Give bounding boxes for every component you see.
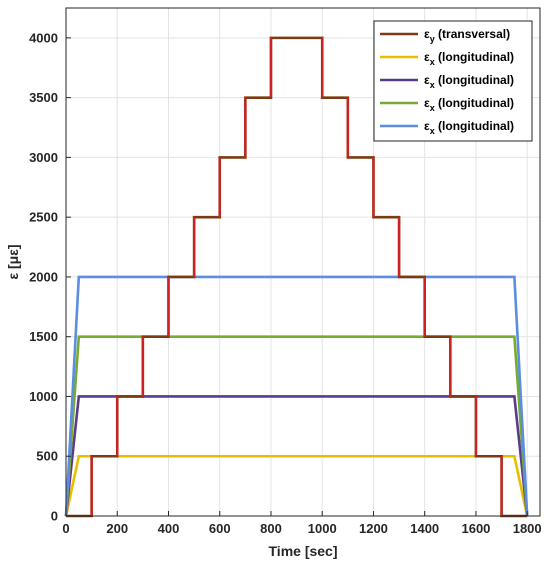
y-tick-label: 3000: [29, 150, 58, 165]
legend-entry: εx (longitudinal): [424, 50, 514, 67]
x-tick-label: 1600: [461, 521, 490, 536]
series-line-3: [64, 395, 529, 517]
x-tick-label: 1200: [359, 521, 388, 536]
legend-symbol: ε: [424, 96, 430, 110]
legend-subscript: x: [430, 103, 435, 113]
y-tick-label: 4000: [29, 30, 58, 45]
legend-subscript: x: [430, 80, 435, 90]
legend-label: (longitudinal): [435, 73, 514, 87]
legend-subscript: x: [430, 57, 435, 67]
y-axis-ticks: 0 500 1000 1500 2000 2500 3000 3500 4000: [29, 30, 71, 524]
x-axis-label: Time [sec]: [269, 543, 338, 559]
y-tick-label: 0: [51, 509, 58, 524]
legend: εy (transversal)εx (longitudinal)εx (lon…: [373, 20, 533, 142]
x-tick-label: 200: [106, 521, 128, 536]
series-line-2: [64, 454, 529, 517]
series-line-5: [64, 275, 529, 517]
y-tick-label: 1000: [29, 389, 58, 404]
y-axis-label: ε [με]: [5, 244, 21, 279]
legend-subscript: x: [430, 126, 435, 136]
legend-label: (longitudinal): [435, 96, 514, 110]
series-line-4: [64, 335, 529, 517]
y-tick-label: 3500: [29, 90, 58, 105]
y-tick-label: 500: [36, 449, 58, 464]
x-tick-label: 1800: [513, 521, 542, 536]
legend-subscript: y: [430, 34, 435, 44]
x-tick-label: 1400: [410, 521, 439, 536]
x-axis-ticks: 0 200 400 600 800 1000 1200 1400 1600 1800: [62, 511, 542, 536]
legend-symbol: ε: [424, 50, 430, 64]
legend-symbol: ε: [424, 73, 430, 87]
y-tick-label: 2500: [29, 210, 58, 225]
legend-label: (longitudinal): [435, 50, 514, 64]
x-tick-label: 800: [260, 521, 282, 536]
legend-label: (transversal): [435, 27, 510, 41]
y-tick-label: 1500: [29, 329, 58, 344]
legend-entry: εx (longitudinal): [424, 119, 514, 136]
x-tick-label: 400: [158, 521, 180, 536]
y-tick-label: 2000: [29, 269, 58, 284]
x-tick-label: 1000: [308, 521, 337, 536]
legend-symbol: ε: [424, 119, 430, 133]
x-tick-label: 600: [209, 521, 231, 536]
series-layer: [64, 36, 529, 518]
legend-symbol: ε: [424, 27, 430, 41]
x-tick-label: 0: [62, 521, 69, 536]
legend-entry: εy (transversal): [424, 27, 510, 44]
legend-entry: εx (longitudinal): [424, 73, 514, 90]
plot-frame: [65, 7, 541, 517]
legend-entry: εx (longitudinal): [424, 96, 514, 113]
legend-label: (longitudinal): [435, 119, 514, 133]
